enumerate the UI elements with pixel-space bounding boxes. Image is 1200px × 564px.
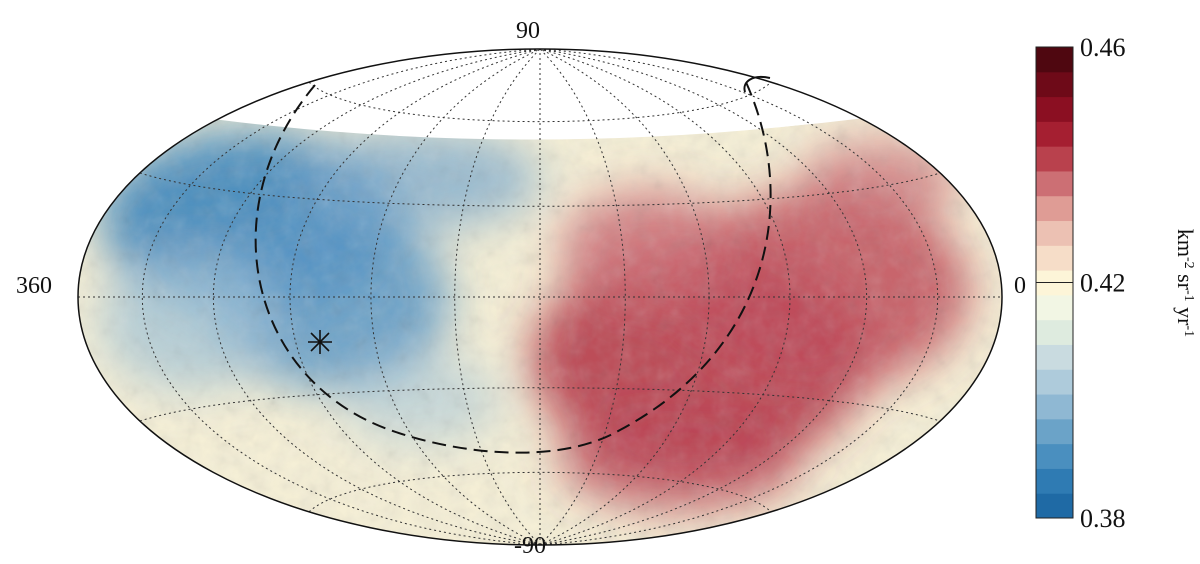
colorbar-band: [1036, 170, 1073, 197]
graticule-meridian: [539, 49, 939, 545]
colorbar-band: [1036, 121, 1073, 147]
colorbar-band: [1036, 468, 1073, 494]
lat-top-label: 90: [516, 18, 540, 44]
colorbar-band: [1036, 220, 1073, 246]
colorbar: 0.38 0.42 0.46 km-2 sr-1 yr-1: [1035, 33, 1198, 533]
colorbar-band: [1036, 47, 1073, 73]
colorbar-unit: km-2 sr-1 yr-1: [1173, 229, 1198, 337]
colorbar-band: [1036, 443, 1073, 469]
graticule-meridian: [539, 49, 710, 545]
sky-map-field: [78, 49, 1002, 545]
graticule-meridian: [141, 49, 541, 545]
colorbar-band: [1036, 96, 1073, 122]
dashed-circle-hook: [743, 76, 771, 93]
dashed-circle-annotation: [254, 79, 772, 454]
colorbar-band: [1036, 418, 1073, 445]
graticule-meridian: [289, 49, 541, 545]
graticule-meridian: [370, 49, 541, 545]
colorbar-tick-label: 0.42: [1080, 269, 1126, 298]
graticule-meridian: [539, 49, 791, 545]
lon-right-label: 0: [1014, 273, 1026, 299]
colorbar-band: [1036, 369, 1073, 395]
graticule-meridian: [454, 49, 541, 545]
colorbar-band: [1036, 195, 1073, 222]
colorbar-band: [1036, 493, 1073, 519]
map-outline: [77, 48, 1003, 546]
colorbar-band: [1036, 245, 1073, 271]
graticule: [78, 49, 1002, 545]
colorbar-band: [1036, 71, 1073, 98]
colorbar-band: [1036, 344, 1073, 370]
graticule-meridian: [539, 49, 626, 545]
colorbar-band: [1036, 394, 1073, 420]
colorbar-tick-label: 0.46: [1080, 33, 1126, 62]
colorbar-band: [1036, 319, 1073, 345]
star-marker: [308, 330, 332, 354]
colorbar-band: [1036, 294, 1073, 321]
colorbar-band: [1036, 146, 1073, 172]
colorbar-tick-label: 0.38: [1080, 504, 1126, 533]
lat-bottom-label: -90: [514, 533, 546, 559]
lon-left-label: 360: [16, 273, 52, 299]
